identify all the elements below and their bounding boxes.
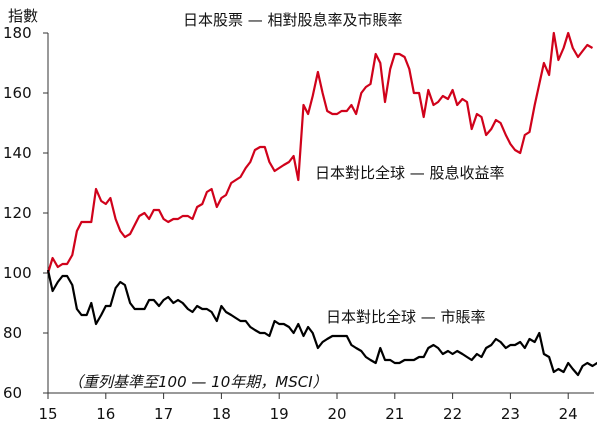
x-tick-label: 23 xyxy=(501,405,520,423)
x-tick-label: 18 xyxy=(212,405,231,423)
series-label-dividend-yield: 日本對比全球 — 股息收益率 xyxy=(315,164,505,182)
series-line-price-to-book xyxy=(46,269,597,377)
y-tick-label: 60 xyxy=(3,384,22,402)
x-tick-label: 15 xyxy=(38,405,57,423)
rebase-note: （重列基準至100 — 10年期，MSCI） xyxy=(68,373,328,391)
series-line-dividend-yield xyxy=(46,31,594,274)
y-tick-label: 140 xyxy=(3,144,32,162)
chart-text: 指數 日本股票 — 相對股息率及市賬率 日本對比全球 — 股息收益率 日本對比全… xyxy=(3,7,578,423)
y-tick-label: 120 xyxy=(3,204,32,222)
y-tick-label: 180 xyxy=(3,24,32,42)
x-tick-label: 17 xyxy=(154,405,173,423)
y-tick-label: 80 xyxy=(3,324,22,342)
x-tick-label: 22 xyxy=(443,405,462,423)
tick-marks xyxy=(43,32,569,399)
x-tick-label: 21 xyxy=(385,405,404,423)
y-axis-label: 指數 xyxy=(8,7,38,25)
series-label-price-to-book: 日本對比全球 — 市賬率 xyxy=(326,308,486,326)
x-tick-label: 24 xyxy=(559,405,578,423)
y-tick-label: 100 xyxy=(3,264,32,282)
x-tick-label: 19 xyxy=(270,405,289,423)
x-tick-label: 16 xyxy=(96,405,115,423)
series-lines xyxy=(46,31,597,377)
chart-title: 日本股票 — 相對股息率及市賬率 xyxy=(183,11,403,29)
y-tick-label: 160 xyxy=(3,84,32,102)
x-tick-label: 20 xyxy=(327,405,346,423)
